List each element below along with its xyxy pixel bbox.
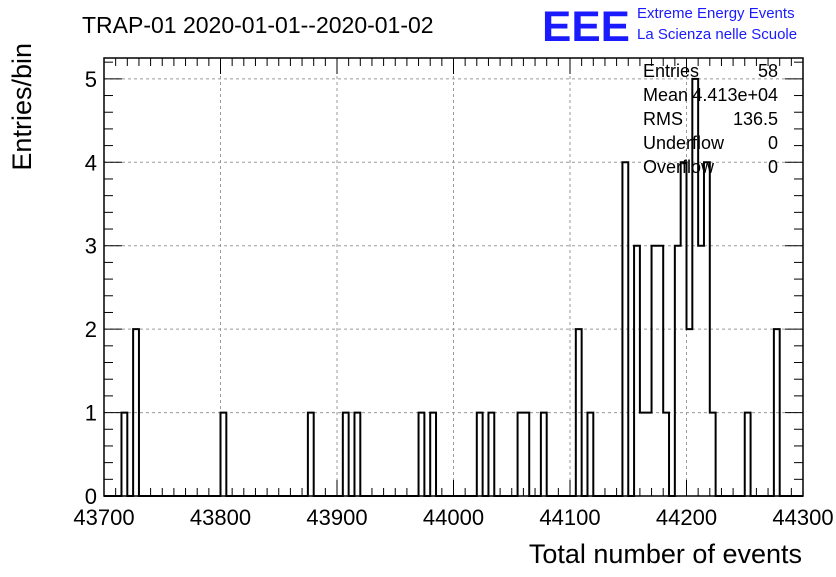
stats-value: 0 [768, 133, 778, 153]
x-tick-label: 44000 [423, 505, 484, 530]
histogram-bin [698, 246, 704, 496]
x-axis-label: Total number of events [529, 539, 802, 569]
histogram-bin [681, 162, 687, 496]
eee-logo: EEE Extreme Energy Events La Scienza nel… [542, 3, 797, 51]
histogram-bin [687, 329, 693, 496]
y-tick-label: 1 [85, 401, 97, 426]
histogram-bin [354, 413, 360, 496]
x-tick-label: 44100 [539, 505, 600, 530]
histogram-bin [477, 413, 483, 496]
x-tick-label: 43700 [73, 505, 134, 530]
stats-label: Underflow [643, 133, 725, 153]
histogram-bin [308, 413, 314, 496]
y-tick-label: 5 [85, 67, 97, 92]
stats-value: 58 [758, 61, 778, 81]
y-tick-label: 4 [85, 150, 97, 175]
stats-label: Entries [643, 61, 699, 81]
histogram-bin [221, 413, 227, 496]
stats-value: 4.413e+04 [692, 85, 778, 105]
x-tick-label: 43800 [190, 505, 251, 530]
histogram-bin [774, 329, 780, 496]
histogram-bin [576, 329, 582, 496]
x-tick-label: 43900 [306, 505, 367, 530]
histogram-bin [657, 246, 663, 496]
histogram-bin [710, 413, 716, 496]
stats-value: 136.5 [733, 109, 778, 129]
histogram-bin [587, 413, 593, 496]
eee-logo-line1: Extreme Energy Events [637, 5, 795, 22]
histogram-bin [663, 413, 669, 496]
histogram-bin [518, 413, 524, 496]
histogram-bin [419, 413, 425, 496]
histogram-bin [745, 413, 751, 496]
eee-logo-mark: EEE [542, 3, 630, 51]
chart-title: TRAP-01 2020-01-01--2020-01-02 [82, 12, 434, 38]
histogram-bin [133, 329, 139, 496]
histogram-bin [343, 413, 349, 496]
stats-box: Entries 58 Mean 4.413e+04 RMS 136.5 Underflow 0… [643, 61, 778, 177]
histogram-bin [541, 413, 547, 496]
histogram-bin [121, 413, 127, 496]
stats-label: RMS [643, 109, 683, 129]
axis-ticks [103, 58, 804, 497]
histogram-bin [430, 413, 436, 496]
y-tick-label: 2 [85, 317, 97, 342]
stats-label: Mean [643, 85, 688, 105]
histogram-bin [704, 162, 710, 496]
histogram-bin [640, 413, 646, 496]
histogram-bin [634, 246, 640, 496]
histogram-bin [652, 246, 658, 496]
stats-label: Overflow [643, 157, 715, 177]
histogram-bin [675, 246, 681, 496]
y-axis-label: Entries/bin [7, 43, 37, 171]
histogram-bin [646, 413, 652, 496]
y-tick-label: 0 [85, 484, 97, 509]
histogram-bin [488, 413, 494, 496]
stats-value: 0 [768, 157, 778, 177]
tick-labels: 43700 43800 43900 44000 44100 44200 44300 0 1 2 3 4… [73, 67, 833, 530]
eee-logo-line2: La Scienza nelle Scuole [637, 26, 797, 43]
y-tick-label: 3 [85, 234, 97, 259]
histogram-bin [622, 162, 628, 496]
x-tick-label: 44200 [656, 505, 717, 530]
histogram-bin [523, 413, 529, 496]
x-tick-label: 44300 [772, 505, 833, 530]
